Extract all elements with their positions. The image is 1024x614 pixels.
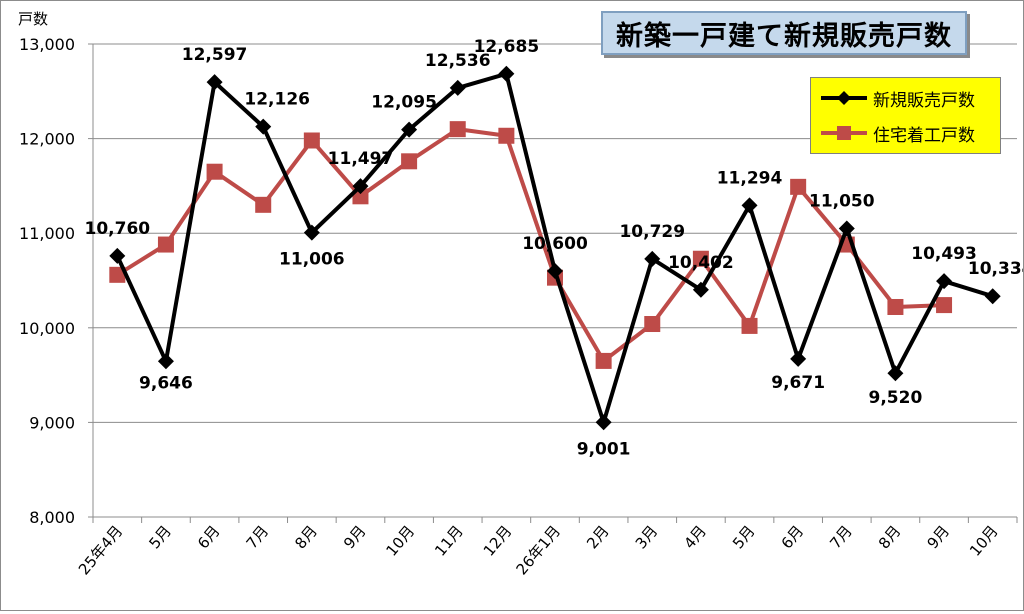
data-label: 10,760 [85,219,151,239]
data-label: 12,685 [474,37,540,57]
point-starts [692,250,709,267]
point-starts [157,236,174,253]
point-sales [206,74,223,91]
point-sales [790,350,807,367]
data-label: 11,006 [279,250,345,270]
legend-swatch-starts [819,123,869,143]
x-tick-label: 6月 [194,522,224,552]
x-tick-label: 12月 [480,522,516,560]
data-label: 10,402 [668,253,734,273]
point-sales [303,224,320,241]
point-starts [790,178,807,195]
x-tick-label: 6月 [778,522,808,552]
point-starts [303,132,320,149]
point-sales [498,65,515,82]
x-tick-label: 10月 [966,522,1002,560]
data-label: 12,126 [244,90,310,110]
x-tick-label: 8月 [875,522,905,552]
point-sales [157,353,174,370]
data-label: 11,294 [717,168,783,188]
x-tick-label: 7月 [826,522,856,552]
y-tick-label: 12,000 [19,130,75,149]
data-label: 10,729 [619,222,685,242]
x-tick-label: 26年1月 [513,522,564,578]
y-tick-label: 13,000 [19,35,75,54]
series-lines [109,65,1001,431]
point-sales [936,273,953,290]
x-tick-label: 2月 [583,522,613,552]
point-sales [547,263,563,280]
point-sales [449,79,466,96]
point-sales [741,197,758,214]
legend-item-starts: 住宅着工戸数 [811,121,975,146]
legend-label-starts: 住宅着工戸数 [873,125,975,146]
point-starts [887,298,904,315]
x-tick-label: 4月 [680,522,710,552]
data-label: 10,493 [911,244,977,264]
point-starts [449,121,466,138]
point-starts [255,196,272,213]
point-sales [984,288,1001,305]
point-starts [741,317,758,334]
x-tick-label: 11月 [431,522,467,560]
data-label: 10,600 [522,234,588,254]
data-label: 9,520 [869,388,923,408]
x-tick-label: 5月 [729,522,759,552]
point-sales [255,118,272,135]
data-label: 9,671 [771,373,825,393]
point-sales [352,178,369,195]
point-sales [595,414,612,431]
y-tick-label: 11,000 [19,224,75,243]
point-starts [644,316,661,333]
x-tick-label: 5月 [145,522,175,552]
legend: 新規販売戸数 住宅着工戸数 [810,77,1001,154]
point-starts [206,163,223,180]
point-starts [109,266,126,283]
x-tick-label: 3月 [632,522,662,552]
x-tick-label: 9月 [340,522,370,552]
legend-swatch-sales [819,88,869,108]
point-starts [498,127,515,144]
data-labels: 10,760 9,646 12,597 12,126 11,006 11,497 12,09… [85,37,1024,460]
x-tick-label: 7月 [243,522,273,552]
data-label: 12,095 [371,93,437,113]
point-sales [887,365,904,382]
data-label: 12,597 [182,45,248,65]
x-tick-label: 8月 [291,522,321,552]
legend-label-sales: 新規販売戸数 [873,90,975,111]
y-tick-label: 9,000 [29,413,75,432]
data-label: 9,001 [577,439,631,459]
data-label: 9,646 [139,373,193,393]
data-label: 11,050 [809,191,875,211]
data-label: 11,497 [328,149,394,169]
chart-title: 新築一戸建て新規販売戸数 [601,11,967,55]
point-starts [595,352,612,369]
point-sales [838,220,855,237]
point-starts [936,297,953,314]
y-axis-label: 戸数 [18,10,48,28]
x-tick-label: 9月 [924,522,954,552]
data-label: 10,334 [968,259,1023,279]
point-sales [692,281,709,298]
data-label: 12,536 [425,51,491,71]
x-tick-label: 25年4月 [75,522,126,578]
point-sales [644,250,661,267]
y-tick-label: 8,000 [29,508,75,527]
legend-item-sales: 新規販売戸数 [811,86,975,111]
x-tick-label: 10月 [382,522,418,560]
y-tick-label: 10,000 [19,319,75,338]
point-starts [401,153,418,170]
point-sales [109,247,126,264]
series-line-starts [116,127,945,363]
point-sales [401,121,418,138]
